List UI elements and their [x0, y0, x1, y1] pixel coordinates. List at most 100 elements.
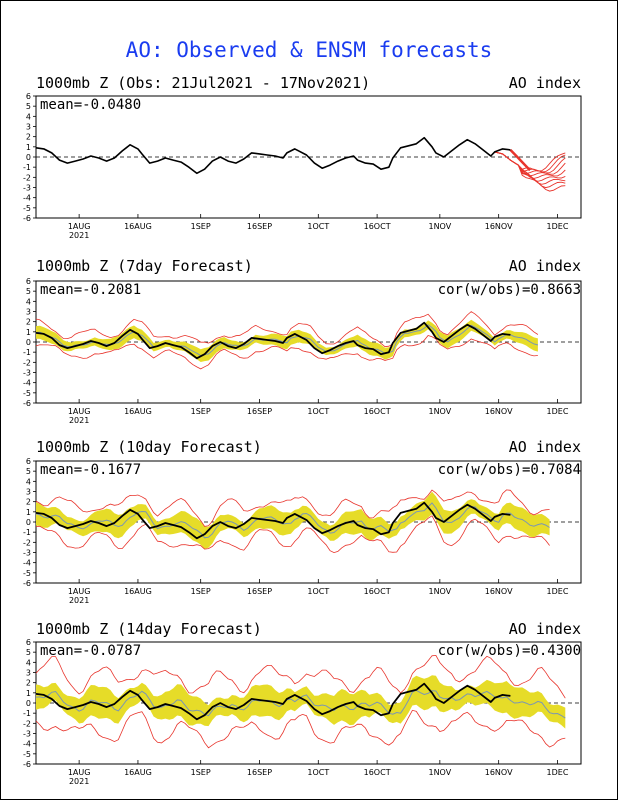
- x-tick-label: 1DEC: [547, 407, 569, 416]
- y-tick-label: 2: [26, 318, 31, 327]
- y-tick-label: -2: [23, 358, 31, 367]
- x-tick-label: 1AUG: [68, 587, 91, 596]
- x-tick-label: 16OCT: [364, 407, 391, 416]
- index-label: AO index: [509, 74, 581, 92]
- x-tick-label: 16OCT: [364, 222, 391, 231]
- panel-heading: 1000mb Z (7day Forecast): [36, 257, 253, 275]
- ensemble-member-line: [494, 151, 566, 172]
- ensemble-mean-line: [35, 324, 539, 357]
- x-tick-label: 16NOV: [485, 768, 513, 777]
- panel-4: 1000mb Z (14day Forecast) AO index 654 3210…: [23, 620, 582, 786]
- y-tick-label: -3: [23, 549, 31, 558]
- x-tick-label: 1OCT: [307, 407, 329, 416]
- observed-line: [35, 136, 511, 175]
- x-tick-label: 1DEC: [547, 587, 569, 596]
- y-tick-label: 5: [26, 648, 31, 657]
- x-tick-label: 1NOV: [428, 587, 451, 596]
- y-tick-label: 5: [26, 287, 31, 296]
- panel-2: 1000mb Z (7day Forecast) AO index6543210-…: [23, 257, 582, 425]
- observed-line: [35, 682, 511, 721]
- panel-heading: 1000mb Z (10day Forecast): [36, 438, 262, 456]
- mean-label: mean=-0.1677: [40, 462, 141, 478]
- y-tick-label: 2: [26, 679, 31, 688]
- envelope-min-line: [35, 335, 538, 370]
- x-tick-label: 1OCT: [307, 587, 329, 596]
- mean-label: mean=-0.2081: [40, 282, 141, 298]
- x-year-label: 2021: [69, 231, 89, 240]
- y-tick-label: -3: [23, 184, 31, 193]
- y-tick-label: 3: [26, 308, 31, 317]
- y-tick-label: -6: [23, 579, 31, 588]
- x-year-label: 2021: [69, 777, 89, 786]
- x-year-label: 2021: [69, 416, 89, 425]
- y-tick-label: -5: [23, 569, 31, 578]
- x-tick-label: 1NOV: [428, 407, 451, 416]
- panel-3: 1000mb Z (10day Forecast) AO index 654 3210…: [23, 438, 582, 605]
- y-tick-label: 4: [26, 658, 31, 667]
- ensemble-mean-forecast: [509, 149, 531, 172]
- y-tick-label: 1: [26, 689, 31, 698]
- envelope-max-line: [35, 489, 550, 527]
- x-tick-label: 16AUG: [124, 587, 152, 596]
- y-tick-label: 0: [26, 518, 31, 527]
- x-tick-label: 1AUG: [68, 768, 91, 777]
- y-tick-label: 6: [26, 92, 31, 101]
- correlation-label: cor(w/obs)=0.7084: [438, 462, 581, 478]
- y-tick-label: -4: [23, 740, 31, 749]
- x-tick-label: 1OCT: [307, 222, 329, 231]
- y-tick-label: -2: [23, 719, 31, 728]
- ensemble-mean-line: [35, 502, 550, 539]
- y-tick-label: -2: [23, 173, 31, 182]
- y-tick-label: -2: [23, 538, 31, 547]
- x-tick-label: 1AUG: [68, 222, 91, 231]
- x-tick-label: 16NOV: [485, 407, 513, 416]
- y-tick-label: 3: [26, 669, 31, 678]
- y-tick-label: 1: [26, 143, 31, 152]
- x-tick-label: 1SEP: [191, 222, 211, 231]
- y-tick-label: -5: [23, 750, 31, 759]
- y-tick-label: -4: [23, 379, 31, 388]
- y-tick-label: -1: [23, 163, 31, 172]
- observed-line: [35, 501, 511, 540]
- y-tick-label: -6: [23, 214, 31, 223]
- y-tick-label: 2: [26, 498, 31, 507]
- y-tick-label: 1: [26, 508, 31, 517]
- observed-line: [35, 321, 511, 360]
- y-tick-label: -1: [23, 528, 31, 537]
- mean-label: mean=-0.0787: [40, 643, 141, 659]
- panel-1: 1000mb Z (Obs: 21Jul2021 - 17Nov2021) AO …: [23, 74, 582, 240]
- envelope-min-line: [35, 515, 550, 554]
- x-tick-label: 1SEP: [191, 587, 211, 596]
- x-tick-label: 16AUG: [124, 407, 152, 416]
- y-tick-label: -4: [23, 559, 31, 568]
- panel-heading: 1000mb Z (14day Forecast): [36, 620, 262, 638]
- x-tick-label: 16OCT: [364, 587, 391, 596]
- x-tick-label: 1DEC: [547, 768, 569, 777]
- x-tick-label: 1SEP: [191, 407, 211, 416]
- x-tick-label: 16OCT: [364, 768, 391, 777]
- y-tick-label: 4: [26, 112, 31, 121]
- y-tick-label: 6: [26, 638, 31, 647]
- y-tick-label: -5: [23, 204, 31, 213]
- x-tick-label: 1DEC: [547, 222, 569, 231]
- figure-title: AO: Observed & ENSM forecasts: [125, 38, 493, 62]
- y-tick-label: 0: [26, 153, 31, 162]
- x-tick-label: 1SEP: [191, 768, 211, 777]
- y-tick-label: -6: [23, 399, 31, 408]
- correlation-label: cor(w/obs)=0.4300: [438, 643, 581, 659]
- y-tick-label: 4: [26, 477, 31, 486]
- panel-heading: 1000mb Z (Obs: 21Jul2021 - 17Nov2021): [36, 74, 370, 92]
- x-tick-label: 1AUG: [68, 407, 91, 416]
- x-tick-label: 16AUG: [124, 768, 152, 777]
- y-tick-label: -1: [23, 348, 31, 357]
- mean-label: mean=-0.0480: [40, 97, 141, 113]
- x-tick-label: 1NOV: [428, 768, 451, 777]
- y-tick-label: 5: [26, 467, 31, 476]
- ensemble-spread: [36, 675, 566, 729]
- x-tick-label: 16AUG: [124, 222, 152, 231]
- x-tick-label: 16SEP: [247, 587, 272, 596]
- y-tick-label: 3: [26, 123, 31, 132]
- x-tick-label: 1NOV: [428, 222, 451, 231]
- y-tick-label: 3: [26, 488, 31, 497]
